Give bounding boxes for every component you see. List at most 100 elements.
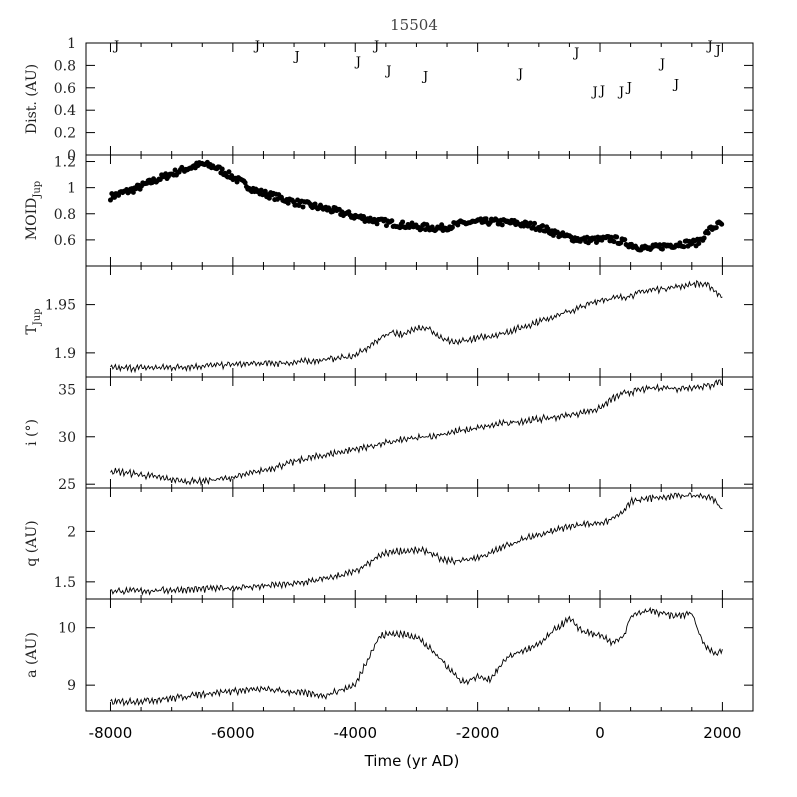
moid-point [400,219,406,225]
encounter-marker: J [714,44,721,59]
y-tick-label: 0.4 [54,103,76,119]
encounter-marker: J [384,64,391,79]
moid-point [540,223,546,229]
y-tick-label: 35 [58,382,76,398]
encounter-marker: J [516,67,523,82]
moid-point [614,234,620,240]
y-tick-label: 30 [58,430,76,446]
moid-point [554,229,560,235]
series-line-inc [110,379,723,487]
moid-point [258,187,264,193]
moid-point [713,225,719,231]
panel-moid: 0.6 0.8 1 1.2 MOIDJup [24,154,754,267]
x-axis-title: Time (yr AD) [364,752,460,770]
encounter-marker: J [625,81,632,96]
moid-point [701,235,707,241]
moid-point [657,242,663,248]
moid-point [705,230,711,236]
moid-point [622,237,628,243]
panel-frame [85,598,754,712]
moid-point [374,221,380,227]
moid-point [537,227,543,233]
panel-inc: 25 30 35 i (°) [24,376,754,493]
moid-point [285,200,291,206]
y-axis-title: a (AU) [24,632,40,678]
moid-point [483,216,489,222]
moid-point [234,179,240,185]
y-tick-label: 1.95 [45,298,76,314]
moid-point [696,241,702,247]
y-axis-title: MOIDJup [24,181,43,240]
y-tick-label: 0.8 [54,207,76,223]
y-axis-title: Dist. (AU) [24,64,40,134]
y-tick-label: 1 [67,36,76,52]
moid-point [532,220,538,226]
panel-frame [85,376,754,489]
moid-point [130,189,136,195]
panel-q: 1.5 2 q (AU) [24,487,754,600]
moid-point [521,223,527,229]
encounter-marker: J [293,49,300,64]
encounter-marker: J [658,57,665,72]
y-axis-title: TJup [24,308,43,334]
panel-frame [85,487,754,600]
moid-point [262,188,268,194]
y-axis-title-subscript: Jup [32,308,43,326]
moid-point [226,169,232,175]
x-tick-label: 0 [595,724,605,742]
moid-point [449,224,455,230]
moid-point [361,214,367,220]
y-tick-label: 0.6 [54,81,76,97]
moid-point [659,246,665,252]
moid-point [528,220,534,226]
moid-point [545,226,551,232]
moid-point [389,218,395,224]
y-axis-title: i (°) [24,419,40,446]
encounter-marker: J [354,55,361,70]
y-tick-label: 0.6 [54,233,76,249]
moid-point [266,195,272,201]
encounter-marker: J [591,85,598,100]
x-tick-label: -4000 [333,724,377,742]
y-tick-label: 0.8 [54,58,76,74]
encounter-marker: J [617,85,624,100]
moid-point [499,222,505,228]
panel-a: 9 10 a (AU) [24,598,754,712]
encounter-marker: J [112,39,119,54]
moid-point [494,217,500,223]
encounter-marker: J [253,39,260,54]
encounter-marker: J [421,69,428,84]
y-axis-title-subscript: Jup [32,181,43,199]
moid-point [719,221,725,227]
x-tick-label: -2000 [456,724,500,742]
y-tick-label: 2 [67,524,76,540]
y-tick-label: 25 [58,477,76,493]
encounter-marker: J [706,39,713,54]
moid-point [681,244,687,250]
y-axis-title: q (AU) [24,520,40,566]
moid-point [611,239,617,245]
y-tick-label: 0.2 [54,126,76,142]
moid-point [330,209,336,215]
series-line-tjup [110,279,723,374]
moid-point [300,204,306,210]
y-tick-label: 1 [67,181,76,197]
moid-point [242,180,248,186]
chart-title: 15504 [390,16,438,34]
x-tick-label: 2000 [703,724,741,742]
encounter-marker: J [598,84,605,99]
encounter-marker: J [372,39,379,54]
encounter-marker: J [672,77,679,92]
y-tick-label: 1.2 [54,155,76,171]
series-line-a [110,606,723,707]
y-tick-label: 1.5 [54,575,76,591]
y-tick-label: 10 [58,621,76,637]
series-line-q [110,492,723,596]
panel-frame [85,42,754,156]
encounter-marker: J [572,46,579,61]
x-tick-label: -6000 [211,724,255,742]
